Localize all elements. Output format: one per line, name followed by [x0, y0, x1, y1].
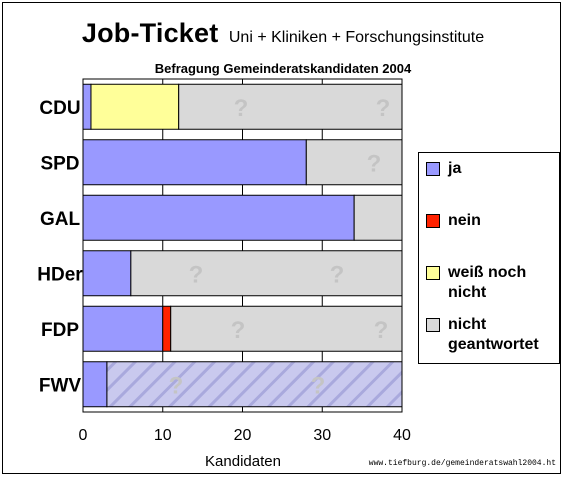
legend-swatch-ja	[426, 162, 440, 176]
bar-spd-nicht-geantwortet	[305, 139, 403, 186]
plot-area: CDU SPD GAL HDer FDP FWV???????? ? 0 10 20 30 40 Kan…	[37, 78, 411, 470]
bar-gal-nicht-geantwortet	[353, 194, 403, 241]
x-axis-label: Kandidaten	[205, 453, 281, 470]
question-mark-icon: ?	[311, 372, 326, 399]
x-tick-label-10: 10	[154, 427, 172, 444]
x-tick-label-30: 30	[313, 427, 331, 444]
legend-swatch-nicht-geantwortet	[426, 318, 440, 332]
bar-fwv-nicht-geantwortet	[106, 361, 403, 408]
legend: ja nein weiß noch nicht nicht geantworte…	[418, 152, 560, 364]
question-mark-icon: ?	[189, 261, 204, 288]
category-label-fdp: FDP	[41, 320, 79, 341]
legend-label-nicht-geantwortet: nicht geantwortet	[448, 316, 539, 353]
bar-gal-ja	[82, 194, 355, 241]
plot-border	[82, 78, 403, 413]
legend-item-weiss-noch-nicht: weiß noch nicht	[426, 263, 558, 303]
bar-fdp-ja	[82, 305, 164, 352]
bar-spd-ja	[82, 139, 307, 186]
bar-hder-nicht-geantwortet	[130, 250, 403, 297]
bar-hder-ja	[82, 250, 132, 297]
bar-cdu-ja	[82, 83, 92, 130]
category-label-spd: SPD	[40, 153, 79, 174]
title-main: Job-Ticket	[81, 18, 219, 48]
x-tick-label-0: 0	[79, 427, 88, 444]
chart-title: Job-Ticket Uni + Kliniken + Forschungsin…	[0, 18, 566, 49]
category-label-fwv: FWV	[39, 375, 82, 396]
bar-fwv-ja	[82, 361, 108, 408]
chart-subtitle: Befragung Gemeinderatskandidaten 2004	[154, 61, 412, 76]
legend-label-nein: nein	[448, 212, 481, 229]
legend-label-ja: ja	[448, 160, 462, 177]
question-mark-icon: ?	[330, 261, 345, 288]
bar-fdp-nicht-geantwortet	[170, 305, 403, 352]
question-mark-icon: ?	[169, 372, 184, 399]
bar-cdu-nicht-geantwortet	[178, 83, 403, 130]
bar-cdu-weiss-noch-nicht	[90, 83, 180, 130]
source-url: www.tiefburg.de/gemeinderatswahl2004.ht	[368, 459, 556, 468]
legend-item-nicht-geantwortet: nicht geantwortet	[426, 315, 558, 355]
category-label-hder: HDer	[37, 264, 83, 285]
bar-fdp-nein	[162, 305, 172, 352]
title-suffix: Uni + Kliniken + Forschungsinstitute	[228, 29, 485, 46]
legend-item-ja: ja	[426, 159, 558, 179]
x-tick-label-40: 40	[393, 427, 411, 444]
question-mark-icon: ?	[376, 95, 391, 122]
legend-label-weiss-noch-nicht: weiß noch nicht	[448, 264, 527, 301]
question-mark-icon: ?	[234, 95, 249, 122]
legend-item-nein: nein	[426, 211, 558, 231]
legend-swatch-weiss-noch-nicht	[426, 266, 440, 280]
question-mark-icon: ?	[231, 317, 246, 344]
x-tick-label-20: 20	[234, 427, 252, 444]
category-label-cdu: CDU	[39, 98, 80, 119]
category-label-gal: GAL	[40, 209, 81, 230]
question-mark-icon: ?	[367, 150, 382, 177]
question-mark-icon: ?	[374, 317, 389, 344]
legend-swatch-nein	[426, 214, 440, 228]
